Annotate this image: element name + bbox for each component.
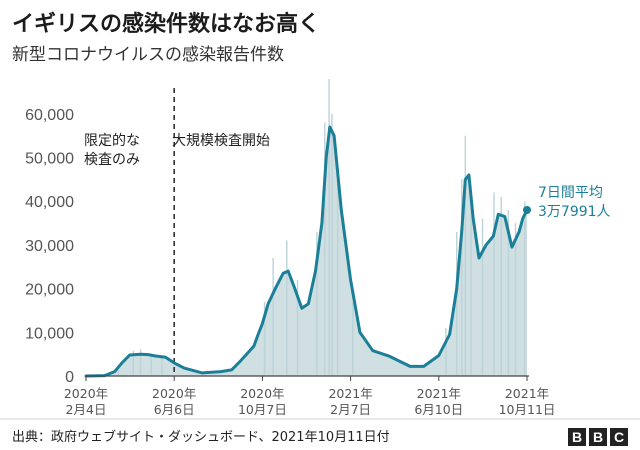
covid-cases-chart: 0 10,000 20,000 30,000 40,000 50,000 60,000 202… (0, 78, 640, 420)
x-tick-label: 2020年 (152, 386, 196, 401)
y-tick-label: 40,000 (25, 194, 74, 211)
y-tick-label: 10,000 (25, 325, 74, 342)
x-tick-label: 2021年 (417, 386, 461, 401)
y-tick-label: 60,000 (25, 107, 74, 124)
y-tick-label: 20,000 (25, 282, 74, 299)
bbc-logo-letter: C (610, 428, 628, 446)
chart-title: イギリスの感染件数はなお高く (12, 12, 321, 37)
x-tick-label: 2020年 (64, 386, 108, 401)
bbc-logo-letter: B (589, 428, 607, 446)
x-tick-label: 6月6日 (154, 402, 195, 417)
y-tick-label: 30,000 (25, 238, 74, 255)
annotation-7day-average: 7日間平均 (538, 185, 603, 201)
source-note: 出典：政府ウェブサイト・ダッシュボード、2021年10月11日付 (12, 430, 390, 445)
x-tick-label: 2月7日 (330, 402, 371, 417)
chart-subtitle: 新型コロナウイルスの感染報告件数 (12, 45, 284, 65)
series-line (84, 125, 529, 378)
x-tick-label: 2020年 (240, 386, 284, 401)
series-end-marker (523, 206, 531, 215)
annotation-7day-average: 3万7991人 (538, 204, 611, 220)
x-tick-label: 2021年 (505, 386, 549, 401)
x-tick-label: 6月10日 (414, 402, 463, 417)
bbc-logo: B B C (568, 428, 628, 446)
annotation-limited-testing: 限定的な (84, 133, 140, 149)
annotation-mass-testing: 大規模検査開始 (172, 133, 270, 149)
x-tick-label: 10月7日 (238, 402, 287, 417)
bbc-logo-letter: B (568, 428, 586, 446)
y-tick-label: 50,000 (25, 151, 74, 168)
annotation-limited-testing: 検査のみ (84, 152, 140, 168)
x-tick-label: 2021年 (328, 386, 372, 401)
x-tick-label: 10月11日 (499, 402, 556, 417)
y-tick-label: 0 (65, 369, 74, 386)
x-tick-label: 2月4日 (66, 402, 107, 417)
